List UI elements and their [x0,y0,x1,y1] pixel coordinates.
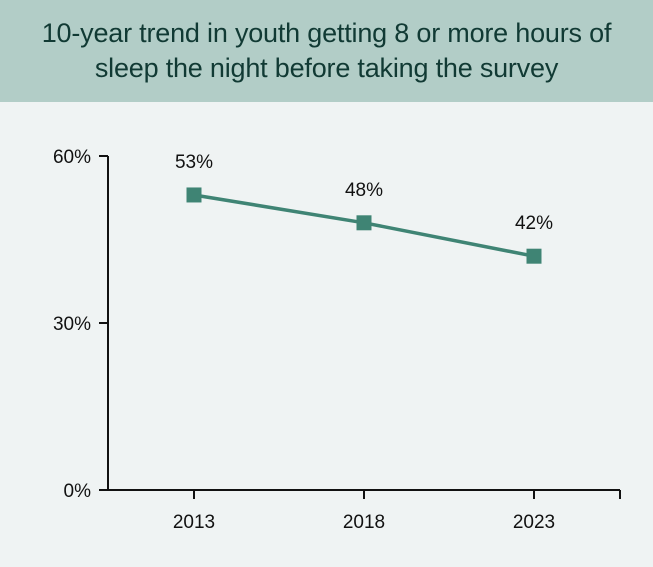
data-label: 42% [515,213,553,234]
chart-header: 10-year trend in youth getting 8 or more… [0,0,653,102]
y-tick-label: 30% [53,314,91,335]
data-point-marker [186,187,202,203]
data-label: 48% [345,180,383,201]
x-tick-label: 2018 [343,512,385,533]
data-point-marker [356,215,372,231]
chart-title: 10-year trend in youth getting 8 or more… [41,18,612,83]
x-tick-label: 2023 [513,512,555,533]
y-tick-label: 60% [53,147,91,168]
data-point-marker [526,248,542,264]
y-tick-label: 0% [64,481,92,502]
data-label: 53% [175,152,213,173]
x-tick-label: 2013 [173,512,215,533]
